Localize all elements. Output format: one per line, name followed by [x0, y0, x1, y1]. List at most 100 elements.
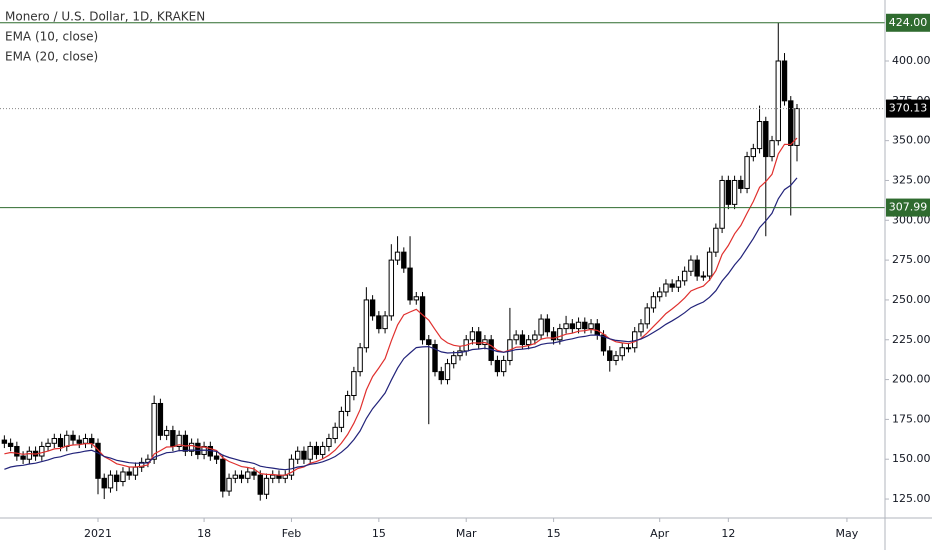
candle-body	[357, 347, 363, 373]
candle-body	[725, 179, 732, 205]
candle-body	[245, 471, 251, 479]
candle-body	[532, 334, 538, 341]
candle-body	[344, 395, 351, 412]
candle-body	[706, 251, 713, 277]
candle-body	[613, 355, 619, 361]
candle-body	[295, 450, 301, 460]
candle-body	[232, 474, 238, 479]
candle-body	[182, 434, 189, 452]
candle-body	[575, 321, 582, 330]
price-label: 424.00	[889, 16, 928, 29]
candle-body	[731, 179, 738, 205]
candle-body	[70, 434, 76, 441]
candle-body	[638, 323, 644, 333]
x-tick-label: Apr	[650, 527, 670, 540]
candle-body	[475, 331, 482, 346]
candle-body	[332, 426, 338, 440]
candle-body	[513, 334, 519, 341]
y-tick-label: 175.00	[892, 412, 931, 425]
candle-body	[451, 355, 457, 365]
candle-body	[775, 60, 781, 142]
candle-body	[288, 458, 295, 476]
candle-body	[388, 259, 395, 317]
legend: Monero / U.S. Dollar, 1D, KRAKEN EMA (10…	[5, 10, 205, 64]
candle-body	[220, 458, 226, 492]
candle-body	[101, 477, 107, 489]
x-tick-label: Feb	[282, 527, 301, 540]
y-tick-label: 250.00	[892, 293, 931, 306]
y-tick-label: 400.00	[892, 54, 931, 67]
candle-body	[26, 450, 33, 460]
ema-line	[4, 137, 798, 476]
candle-body	[14, 445, 20, 457]
y-tick-label: 225.00	[892, 333, 931, 346]
candle-body	[688, 259, 694, 272]
candle-body	[120, 471, 126, 483]
candle-body	[319, 445, 326, 455]
y-tick-label: 150.00	[892, 452, 931, 465]
candle-body	[64, 434, 70, 447]
candle-body	[426, 339, 432, 346]
y-tick-label: 275.00	[892, 253, 931, 266]
candle-body	[382, 315, 388, 330]
price-label-box	[886, 13, 930, 32]
candle-body	[126, 471, 132, 476]
candle-body	[457, 350, 463, 357]
candle-body	[20, 455, 26, 460]
x-tick-label: Mar	[456, 527, 477, 540]
candle-body	[750, 148, 757, 158]
candle-body	[407, 267, 413, 301]
candle-body	[700, 275, 707, 278]
price-label-box	[886, 99, 930, 118]
candle-body	[582, 321, 588, 330]
x-tick-label: 2021	[84, 527, 112, 540]
x-tick-label: 15	[372, 527, 386, 540]
candle-body	[625, 347, 632, 350]
price-label: 307.99	[889, 201, 928, 214]
candle-body	[644, 307, 650, 325]
candle-body	[607, 350, 613, 361]
candle-body	[369, 299, 376, 317]
candle-body	[669, 283, 675, 288]
candle-body	[401, 251, 407, 269]
candle-body	[1, 439, 8, 444]
candle-body	[95, 442, 101, 479]
candle-body	[650, 296, 657, 309]
candle-body	[163, 430, 170, 436]
candle-body	[170, 430, 176, 447]
price-label: 370.13	[889, 102, 928, 115]
candle-body	[76, 439, 82, 444]
x-tick-label: 18	[197, 527, 211, 540]
candle-body	[138, 461, 145, 468]
candle-body	[794, 108, 800, 146]
candle-body	[588, 323, 594, 330]
y-tick-label: 125.00	[892, 492, 931, 505]
candle-body	[7, 442, 14, 447]
candle-body	[307, 445, 313, 460]
candle-body	[188, 442, 195, 452]
candle-body	[656, 291, 663, 298]
x-tick-label: 15	[547, 527, 561, 540]
candle-body	[351, 371, 357, 397]
candle-body	[270, 474, 276, 479]
candle-body	[619, 347, 625, 357]
candle-body	[195, 442, 201, 455]
candle-body	[151, 402, 157, 460]
candle-body	[569, 323, 576, 330]
plot-area	[0, 22, 885, 501]
candle-body	[363, 299, 370, 349]
candle-body	[557, 328, 563, 341]
candle-body	[301, 450, 307, 460]
candle-body	[681, 270, 688, 282]
candle-body	[176, 434, 182, 447]
candle-body	[57, 438, 64, 447]
candle-body	[600, 334, 607, 352]
candle-body	[563, 323, 569, 330]
candle-body	[550, 331, 557, 341]
candle-body	[519, 334, 526, 346]
candle-body	[51, 438, 57, 444]
candle-body	[719, 179, 725, 229]
candle-body	[663, 283, 669, 293]
